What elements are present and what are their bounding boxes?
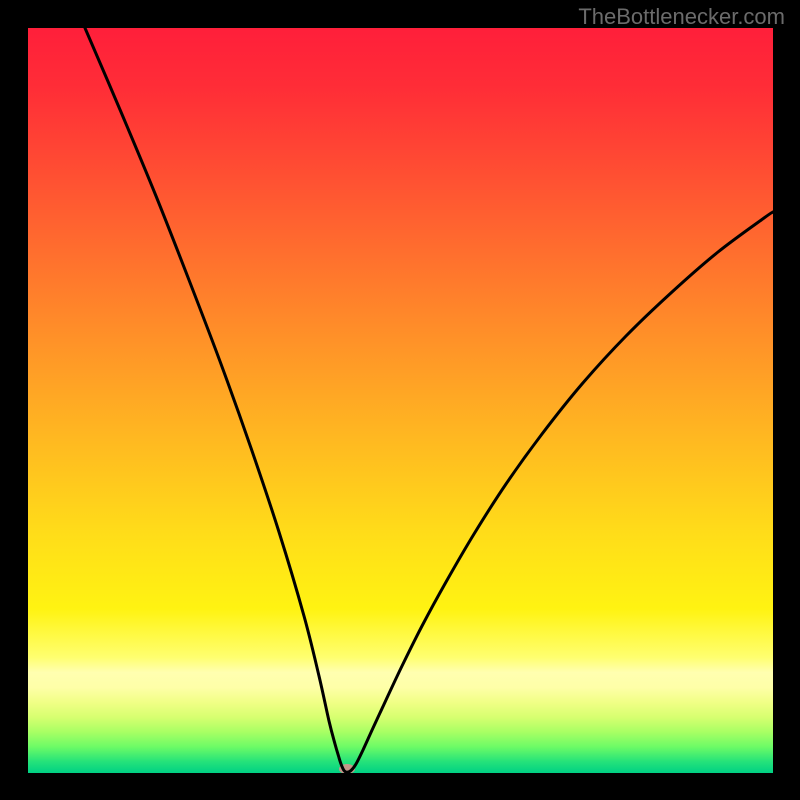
plot-area — [28, 28, 773, 773]
outer-frame: TheBottlenecker.com — [0, 0, 800, 800]
watermark-text: TheBottlenecker.com — [578, 4, 785, 30]
curve-layer — [28, 28, 773, 773]
v-curve — [85, 28, 773, 772]
